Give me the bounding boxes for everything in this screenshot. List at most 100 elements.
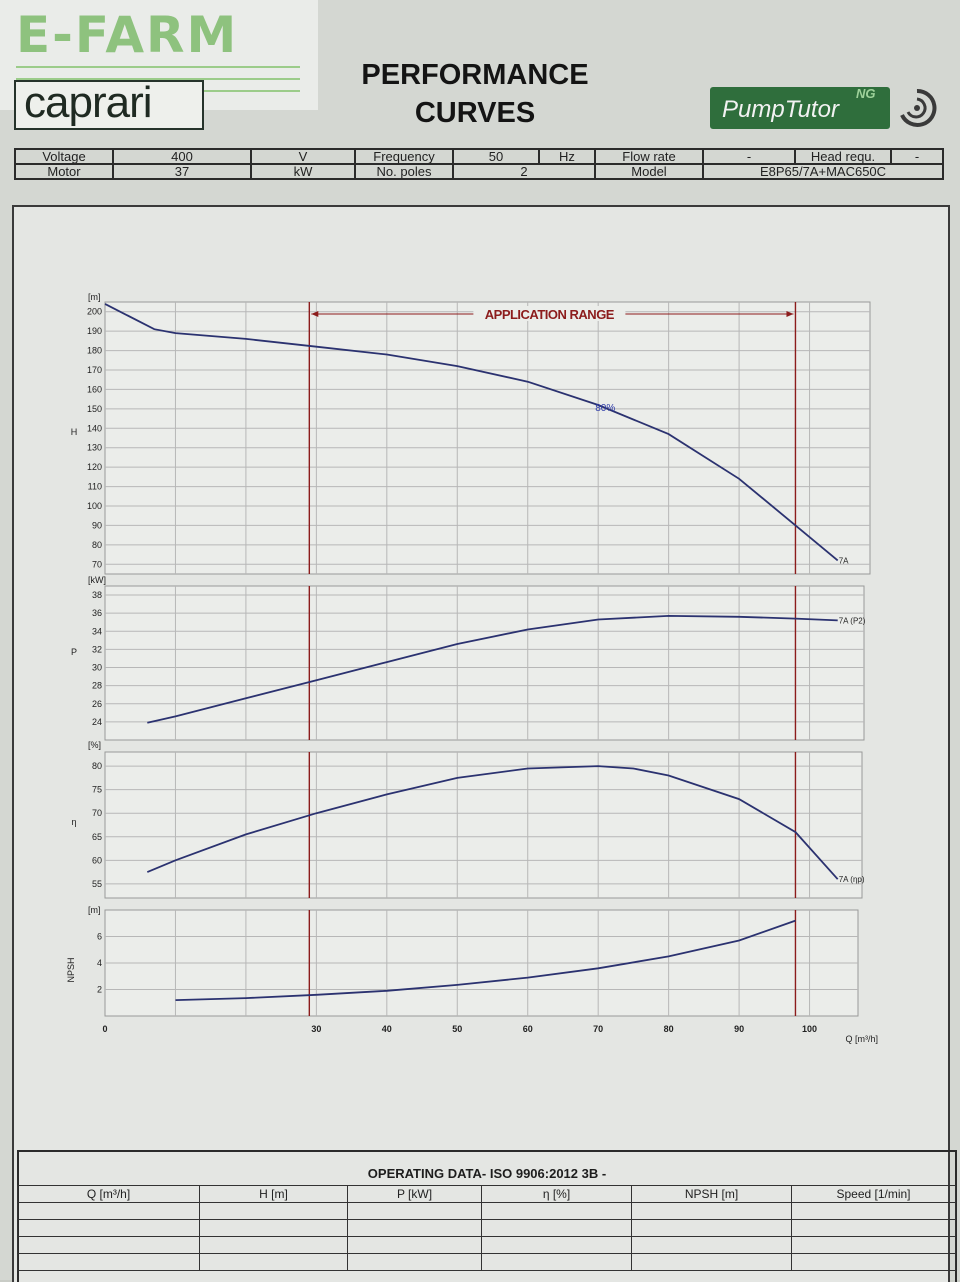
info-label: Head requ. [794, 148, 892, 165]
x-tick-label: 90 [734, 1024, 744, 1034]
series-line [175, 919, 796, 1001]
info-row: Voltage 400 V Frequency 50 Hz Flow rate … [14, 148, 944, 165]
table-row [17, 1236, 956, 1254]
plot-area [104, 301, 871, 575]
performance-curves-chart: 70 80 90 100 110 120 130 140 150 160 170 180 190 200 [… [66, 292, 878, 1044]
y-tick-label: 65 [92, 832, 102, 842]
y-tick-label: 200 [87, 307, 102, 317]
y-tick-label: 6 [97, 932, 102, 942]
y-tick-label: 180 [87, 346, 102, 356]
operating-data-title: OPERATING DATA- ISO 9906:2012 3B - [367, 1166, 607, 1181]
watermark-line [16, 66, 300, 68]
x-tick-label: 40 [382, 1024, 392, 1034]
table-cell [791, 1236, 956, 1254]
swirl-icon [900, 88, 937, 127]
column-header: Speed [1/min] [791, 1185, 956, 1203]
y-axis-label: H [71, 427, 78, 437]
column-header: H [m] [199, 1185, 348, 1203]
info-label: Frequency [354, 148, 454, 165]
y-tick-label: 55 [92, 879, 102, 889]
table-cell [347, 1236, 482, 1254]
y-tick-label: 4 [97, 958, 102, 968]
plot-area [104, 751, 863, 899]
table-cell [631, 1236, 792, 1254]
x-tick-label: 80 [664, 1024, 674, 1034]
y-tick-label: 80 [92, 761, 102, 771]
table-cell [199, 1236, 348, 1254]
y-tick-label: 30 [92, 663, 102, 673]
pumptutor-name: PumpTutor [722, 96, 839, 123]
table-cell [199, 1253, 348, 1271]
column-header: P [kW] [347, 1185, 482, 1203]
pump-info-table: Voltage 400 V Frequency 50 Hz Flow rate … [14, 148, 944, 180]
table-cell [791, 1253, 956, 1271]
column-header: η [%] [481, 1185, 632, 1203]
table-cell [481, 1202, 632, 1220]
y-tick-label: 36 [92, 608, 102, 618]
info-label: Model [594, 163, 704, 180]
pumptutor-suffix: NG [856, 86, 876, 101]
y-tick-label: 2 [97, 985, 102, 995]
y-axis-unit: [m] [88, 292, 101, 302]
y-axis-label: P [71, 647, 77, 657]
y-tick-label: 80 [92, 540, 102, 550]
y-tick-label: 26 [92, 699, 102, 709]
watermark-line [16, 78, 300, 80]
brand-logo: caprari [14, 78, 204, 130]
y-tick-label: 100 [87, 501, 102, 511]
info-label: Flow rate [594, 148, 704, 165]
table-row [17, 1202, 956, 1220]
y-tick-label: 120 [87, 462, 102, 472]
info-label: Voltage [14, 148, 114, 165]
y-tick-label: 28 [92, 681, 102, 691]
x-tick-label: 100 [802, 1024, 817, 1034]
x-tick-label: 60 [523, 1024, 533, 1034]
info-unit: Hz [538, 148, 596, 165]
table-row [17, 1219, 956, 1237]
y-axis-unit: [m] [88, 905, 101, 915]
plot-area [104, 585, 865, 741]
info-value: 37 [112, 163, 252, 180]
y-tick-label: 75 [92, 785, 102, 795]
table-cell [481, 1219, 632, 1237]
y-tick-label: 70 [92, 559, 102, 569]
table-cell [347, 1253, 482, 1271]
table-cell [17, 1202, 200, 1220]
y-tick-label: 130 [87, 443, 102, 453]
table-cell [347, 1219, 482, 1237]
operating-point-label: 80% [595, 403, 615, 414]
table-cell [199, 1219, 348, 1237]
table-cell [791, 1202, 956, 1220]
info-unit: V [250, 148, 356, 165]
y-axis-label: NPSH [66, 957, 76, 982]
annotation-background [473, 306, 626, 321]
info-value: E8P65/7A+MAC650C [702, 163, 944, 180]
brand-logo-text: caprari [24, 78, 152, 127]
table-cell [347, 1202, 482, 1220]
table-cell [631, 1219, 792, 1237]
series-line [146, 765, 839, 880]
y-tick-label: 170 [87, 365, 102, 375]
info-row: Motor 37 kW No. poles 2 Model E8P65/7A+M… [14, 163, 944, 180]
y-tick-label: 160 [87, 384, 102, 394]
info-value: 400 [112, 148, 252, 165]
title-line-1: PERFORMANCE [361, 59, 589, 91]
series-label: 7A (P2) [839, 616, 866, 625]
table-cell [199, 1202, 348, 1220]
x-axis-label: Q [m³/h] [845, 1034, 878, 1044]
info-label: No. poles [354, 163, 454, 180]
table-cell [17, 1236, 200, 1254]
y-tick-label: 190 [87, 326, 102, 336]
series-label: 7A (ηp) [839, 875, 865, 884]
operating-data-header: Q [m³/h] H [m] P [kW] η [%] NPSH [m] Spe… [17, 1185, 956, 1203]
arrowhead-left-icon [311, 311, 319, 317]
info-value: - [702, 148, 796, 165]
table-cell [631, 1202, 792, 1220]
table-cell [481, 1253, 632, 1271]
y-tick-label: 38 [92, 590, 102, 600]
table-cell [791, 1219, 956, 1237]
title-line-2: CURVES [414, 97, 536, 129]
x-tick-label: 0 [102, 1024, 107, 1034]
series-line [147, 614, 838, 724]
